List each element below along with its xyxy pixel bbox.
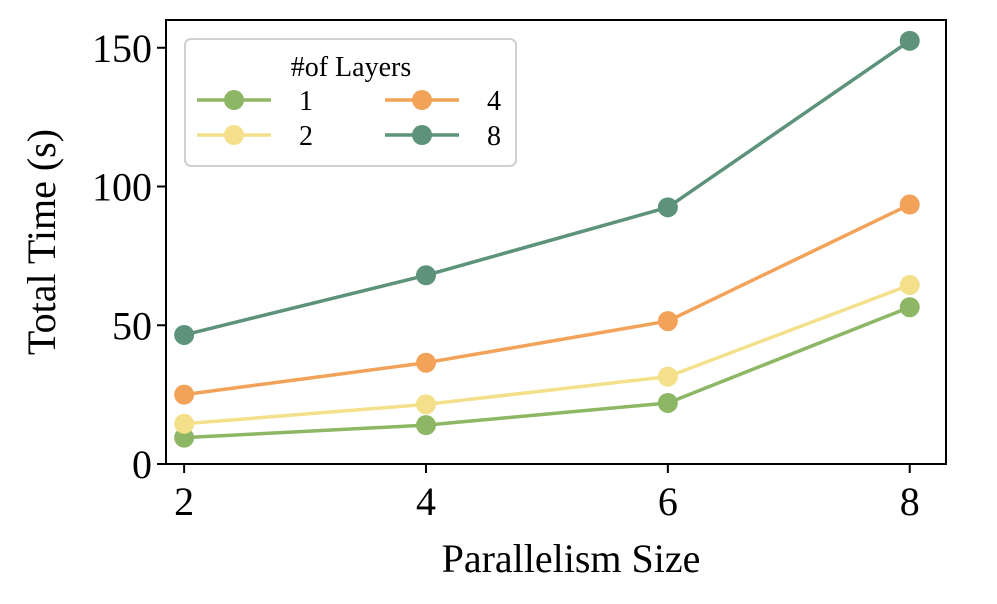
series-line bbox=[183, 39, 911, 337]
data-point bbox=[174, 427, 195, 448]
legend-label: 2 bbox=[299, 121, 313, 152]
series-line bbox=[184, 305, 911, 440]
data-point bbox=[657, 392, 678, 413]
y-tick-label: 0 bbox=[132, 442, 152, 487]
series-layer bbox=[174, 30, 920, 448]
series-4-layers bbox=[174, 194, 920, 405]
data-point bbox=[416, 265, 436, 286]
ticks-layer: 2 4 6 8 0 50 100 150 bbox=[92, 26, 920, 524]
legend-title: #of Layers bbox=[291, 52, 412, 83]
series-2-layers bbox=[174, 275, 920, 434]
x-tick-label: 6 bbox=[658, 479, 678, 524]
data-point bbox=[899, 275, 920, 296]
data-point bbox=[174, 324, 195, 345]
x-axis-title: Parallelism Size bbox=[442, 536, 701, 581]
data-point bbox=[899, 297, 920, 318]
legend-swatch-marker bbox=[224, 125, 244, 145]
data-point bbox=[899, 194, 920, 215]
series-line bbox=[183, 283, 911, 426]
series-line bbox=[183, 202, 911, 397]
data-point bbox=[657, 311, 678, 332]
data-point bbox=[174, 384, 195, 405]
legend-entry-2: 2 bbox=[197, 121, 313, 152]
data-point bbox=[657, 197, 678, 218]
legend-entry-1: 1 bbox=[197, 86, 313, 117]
x-tick-label: 8 bbox=[900, 479, 920, 524]
series-1-layers bbox=[174, 297, 920, 448]
y-axis-title: Total Time (s) bbox=[19, 129, 64, 355]
data-point bbox=[174, 413, 195, 434]
x-tick-label: 2 bbox=[174, 479, 194, 524]
data-point bbox=[416, 352, 436, 373]
legend-entry-4: 4 bbox=[385, 86, 501, 117]
legend-swatch-marker bbox=[412, 90, 432, 110]
legend-swatch-marker bbox=[224, 90, 244, 110]
x-tick-label: 4 bbox=[416, 479, 436, 524]
y-tick-label: 150 bbox=[92, 26, 152, 71]
data-point bbox=[899, 30, 920, 51]
legend-label: 8 bbox=[487, 121, 501, 152]
legend: #of Layers 1 2 4 8 bbox=[184, 38, 517, 167]
y-tick-label: 100 bbox=[92, 165, 152, 210]
legend-swatch-marker bbox=[412, 125, 432, 145]
y-tick-label: 50 bbox=[112, 303, 152, 348]
series-8-layers bbox=[174, 30, 920, 345]
data-point bbox=[416, 394, 436, 415]
data-point bbox=[657, 366, 678, 387]
legend-label: 1 bbox=[299, 86, 313, 117]
legend-entry-8: 8 bbox=[385, 121, 501, 152]
plot-frame bbox=[165, 19, 947, 465]
legend-label: 4 bbox=[487, 86, 501, 117]
data-point bbox=[416, 415, 436, 436]
